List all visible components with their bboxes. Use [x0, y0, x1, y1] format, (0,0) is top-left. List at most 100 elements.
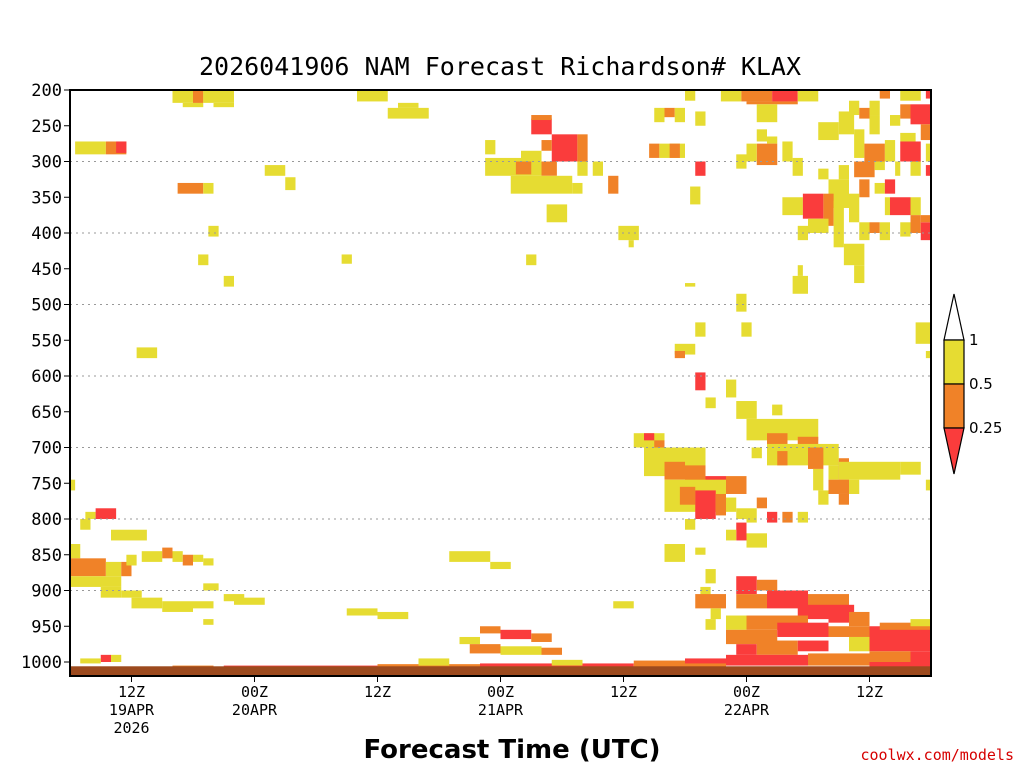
ri-cell [449, 551, 491, 562]
ri-cell [925, 165, 931, 176]
ri-cell [900, 222, 911, 237]
ri-cell [685, 283, 696, 287]
ground-strip [70, 666, 931, 676]
x-tick-label: 12Z [364, 683, 391, 701]
ri-cell [685, 519, 696, 530]
ri-cell [111, 529, 147, 541]
ri-cell [884, 197, 890, 216]
ri-cell [823, 193, 834, 226]
y-tick-label: 450 [31, 260, 62, 280]
ri-cell [705, 619, 716, 630]
ri-cell [203, 558, 214, 566]
ri-cell [910, 104, 931, 125]
ri-cell [485, 157, 521, 176]
x-tick-label: 21APR [478, 701, 524, 719]
ri-cell [162, 547, 173, 559]
ri-cell [105, 561, 122, 577]
ri-cell [572, 182, 583, 194]
ri-cell [818, 122, 839, 141]
ri-cell [193, 554, 204, 562]
ri-cell [772, 404, 783, 416]
ri-cell [910, 161, 921, 176]
x-tick-label: 19APR [109, 701, 155, 719]
ri-cell [203, 90, 234, 103]
ri-cell [182, 102, 204, 108]
y-tick-label: 500 [31, 296, 62, 316]
ri-cell [915, 322, 931, 344]
ri-cell [654, 107, 665, 123]
ri-cell [756, 579, 778, 591]
ri-cell [526, 254, 537, 266]
ri-cell [838, 111, 855, 135]
ri-cell [910, 215, 921, 233]
ri-cell [751, 447, 762, 459]
ri-cell [746, 101, 798, 105]
y-tick-label: 900 [31, 582, 62, 602]
ri-cell [695, 372, 706, 391]
ri-cell [500, 629, 532, 640]
ri-cell [869, 651, 911, 662]
ri-cell [736, 401, 757, 419]
ri-cell [828, 604, 855, 623]
ri-cell [736, 508, 747, 519]
ri-cell [654, 440, 665, 448]
y-tick-label: 200 [31, 81, 62, 101]
ri-cell [80, 519, 91, 530]
ri-cell [387, 107, 429, 119]
ri-cell [920, 222, 931, 241]
ri-cell [551, 659, 583, 666]
ri-cell [726, 615, 747, 630]
ri-cell [838, 493, 849, 505]
ri-cell [884, 179, 896, 194]
ri-cell [346, 608, 378, 616]
ri-cell [808, 653, 870, 666]
ri-cell [746, 508, 757, 523]
ri-cell [485, 140, 496, 155]
ri-cell [756, 640, 798, 655]
ri-cell [490, 561, 511, 570]
ri-cell [141, 551, 163, 562]
ri-cell [726, 476, 747, 494]
ri-cell [515, 161, 532, 175]
legend-label: 0.25 [969, 419, 1002, 437]
ri-cell [879, 222, 890, 241]
ri-cell [900, 90, 911, 101]
ri-cell [797, 604, 829, 620]
ri-cell [510, 175, 573, 194]
ri-cell [767, 136, 778, 144]
ri-cell [341, 254, 352, 264]
ri-cell [910, 651, 931, 662]
ri-cell [95, 508, 117, 519]
ri-cell [459, 636, 480, 645]
ri-cell [469, 644, 501, 654]
ri-cell [910, 197, 921, 216]
plot-background [70, 90, 931, 676]
ri-cell [741, 322, 752, 337]
ri-cell [726, 379, 737, 398]
ri-cell [828, 626, 870, 637]
ri-cell [100, 654, 111, 662]
ri-cell [920, 124, 931, 141]
ri-cell [874, 161, 885, 171]
ri-cell [741, 90, 773, 102]
ri-cell [792, 275, 808, 294]
ri-cell [726, 654, 808, 666]
ri-cell [613, 601, 634, 609]
ri-cell [818, 168, 829, 180]
ri-cell [695, 111, 706, 126]
x-tick-label: 00Z [241, 683, 268, 701]
ri-cell [551, 134, 578, 162]
ri-cell [808, 447, 824, 469]
ri-cell [849, 193, 860, 223]
ri-cell [900, 141, 921, 162]
y-tick-label: 250 [31, 117, 62, 137]
ri-cell [80, 658, 101, 664]
ri-cell [700, 586, 711, 598]
ri-cell [674, 107, 685, 123]
ri-cell [720, 90, 742, 102]
y-axis: 200 250 300 350 400 450 500 550 600 650 700 750 800 8… [21, 81, 70, 673]
ri-cell [234, 597, 265, 605]
ground-layer [70, 666, 931, 676]
